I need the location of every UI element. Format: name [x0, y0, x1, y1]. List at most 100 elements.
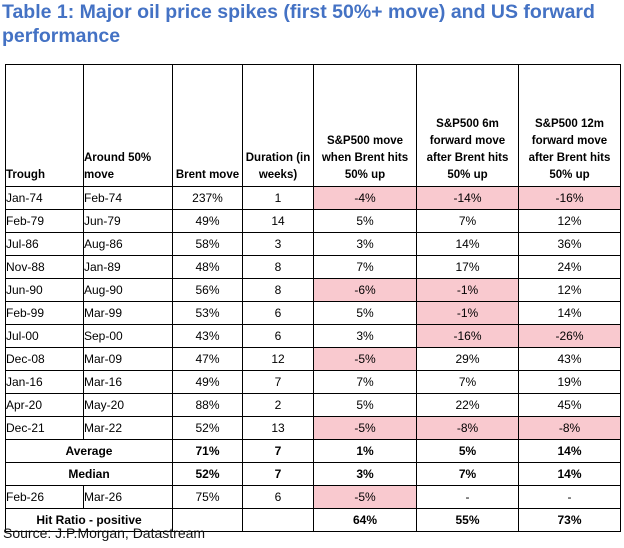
average-label: Average	[5, 439, 173, 463]
duration-cell: 14	[242, 209, 314, 233]
sp-12m-cell: 36%	[518, 232, 621, 256]
sp-move-cell: 7%	[313, 255, 417, 279]
brent-cell: 237%	[172, 186, 243, 210]
duration-cell: 8	[242, 255, 314, 279]
sp-move-cell: 5%	[313, 301, 417, 325]
trough-cell: Jun-90	[5, 278, 84, 302]
current-trough: Feb-26	[5, 485, 84, 509]
trough-cell: Dec-21	[5, 416, 84, 440]
around-cell: Aug-90	[83, 278, 173, 302]
table-row: Jul-00 Sep-00 43% 6 3% -16% -26%	[5, 324, 621, 348]
brent-cell: 43%	[172, 324, 243, 348]
average-duration: 7	[242, 439, 314, 463]
median-row: Median 52% 7 3% 7% 14%	[5, 462, 621, 486]
current-around: Mar-26	[83, 485, 173, 509]
sp-12m-cell: 12%	[518, 209, 621, 233]
sp-12m-cell: -16%	[518, 186, 621, 210]
sp-6m-cell: 7%	[416, 370, 519, 394]
brent-cell: 47%	[172, 347, 243, 371]
average-row: Average 71% 7 1% 5% 14%	[5, 439, 621, 463]
sp-12m-cell: 45%	[518, 393, 621, 417]
around-cell: Mar-16	[83, 370, 173, 394]
hit-ratio-brent	[172, 508, 243, 532]
sp-12m-cell: -8%	[518, 416, 621, 440]
brent-cell: 56%	[172, 278, 243, 302]
sp-move-cell: -6%	[313, 278, 417, 302]
brent-cell: 58%	[172, 232, 243, 256]
sp-12m-cell: 24%	[518, 255, 621, 279]
sp-move-cell: 3%	[313, 232, 417, 256]
trough-cell: Nov-88	[5, 255, 84, 279]
brent-cell: 88%	[172, 393, 243, 417]
around-cell: Aug-86	[83, 232, 173, 256]
duration-cell: 6	[242, 324, 314, 348]
around-cell: May-20	[83, 393, 173, 417]
sp-6m-cell: 14%	[416, 232, 519, 256]
around-cell: Feb-74	[83, 186, 173, 210]
trough-cell: Jul-00	[5, 324, 84, 348]
brent-cell: 53%	[172, 301, 243, 325]
sp-12m-cell: -26%	[518, 324, 621, 348]
header-around-50: Around 50% move	[83, 64, 173, 187]
current-row: Feb-26 Mar-26 75% 6 -5% - -	[5, 485, 621, 509]
table-row: Dec-08 Mar-09 47% 12 -5% 29% 43%	[5, 347, 621, 371]
sp-6m-cell: 7%	[416, 209, 519, 233]
sp-move-cell: -4%	[313, 186, 417, 210]
sp-12m-cell: 14%	[518, 301, 621, 325]
hit-ratio-sp-6m: 55%	[416, 508, 519, 532]
trough-cell: Jul-86	[5, 232, 84, 256]
table-title: Table 1: Major oil price spikes (first 5…	[2, 1, 595, 47]
average-sp-move: 1%	[313, 439, 417, 463]
sp-6m-cell: -8%	[416, 416, 519, 440]
duration-cell: 7	[242, 370, 314, 394]
current-sp-move: -5%	[313, 485, 417, 509]
sp-12m-cell: 19%	[518, 370, 621, 394]
table-row: Nov-88 Jan-89 48% 8 7% 17% 24%	[5, 255, 621, 279]
table-row: Dec-21 Mar-22 52% 13 -5% -8% -8%	[5, 416, 621, 440]
average-sp-12m: 14%	[518, 439, 621, 463]
table-row: Jun-90 Aug-90 56% 8 -6% -1% 12%	[5, 278, 621, 302]
hit-ratio-duration	[242, 508, 314, 532]
around-cell: Mar-22	[83, 416, 173, 440]
sp-6m-cell: 17%	[416, 255, 519, 279]
source-note: Source: J.P.Morgan, Datastream	[3, 525, 206, 541]
trough-cell: Apr-20	[5, 393, 84, 417]
sp-6m-cell: -1%	[416, 278, 519, 302]
table-row: Jul-86 Aug-86 58% 3 3% 14% 36%	[5, 232, 621, 256]
sp-12m-cell: 12%	[518, 278, 621, 302]
table-row: Apr-20 May-20 88% 2 5% 22% 45%	[5, 393, 621, 417]
hit-ratio-label: Hit Ratio - positive	[5, 508, 173, 532]
median-brent: 52%	[172, 462, 243, 486]
header-brent-move: Brent move	[172, 64, 243, 187]
sp-move-cell: -5%	[313, 347, 417, 371]
header-sp-move: S&P500 move when Brent hits 50% up	[313, 64, 417, 187]
current-brent: 75%	[172, 485, 243, 509]
sp-6m-cell: 29%	[416, 347, 519, 371]
brent-cell: 52%	[172, 416, 243, 440]
hit-ratio-sp-move: 64%	[313, 508, 417, 532]
around-cell: Jan-89	[83, 255, 173, 279]
current-duration: 6	[242, 485, 314, 509]
trough-cell: Feb-99	[5, 301, 84, 325]
trough-cell: Feb-79	[5, 209, 84, 233]
sp-6m-cell: -1%	[416, 301, 519, 325]
around-cell: Jun-79	[83, 209, 173, 233]
median-duration: 7	[242, 462, 314, 486]
trough-cell: Jan-74	[5, 186, 84, 210]
sp-6m-cell: -16%	[416, 324, 519, 348]
duration-cell: 8	[242, 278, 314, 302]
median-sp-6m: 7%	[416, 462, 519, 486]
sp-move-cell: 7%	[313, 370, 417, 394]
duration-cell: 3	[242, 232, 314, 256]
duration-cell: 2	[242, 393, 314, 417]
header-trough: Trough	[5, 64, 84, 187]
duration-cell: 1	[242, 186, 314, 210]
duration-cell: 13	[242, 416, 314, 440]
table-row: Jan-16 Mar-16 49% 7 7% 7% 19%	[5, 370, 621, 394]
current-sp-6m: -	[416, 485, 519, 509]
median-sp-move: 3%	[313, 462, 417, 486]
around-cell: Mar-99	[83, 301, 173, 325]
trough-cell: Jan-16	[5, 370, 84, 394]
header-sp-6m: S&P500 6m forward move after Brent hits …	[416, 64, 519, 187]
brent-cell: 48%	[172, 255, 243, 279]
